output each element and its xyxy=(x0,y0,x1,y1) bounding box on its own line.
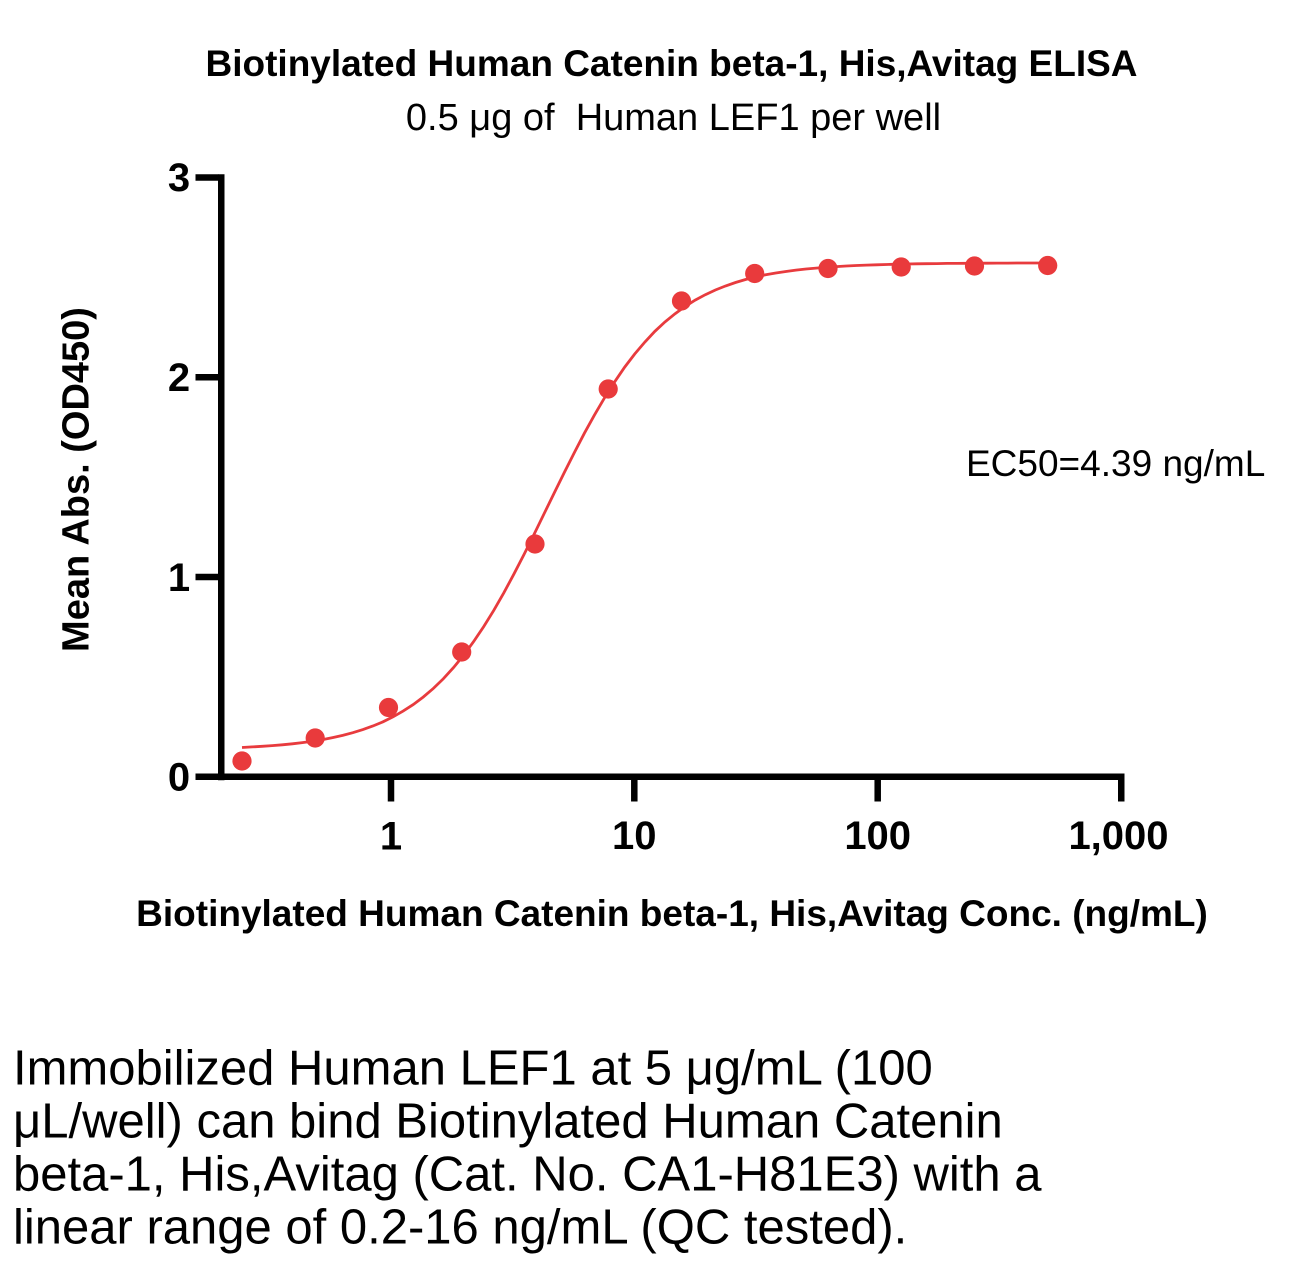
svg-text:1: 1 xyxy=(380,815,402,859)
svg-text:Mean Abs. (OD450): Mean Abs. (OD450) xyxy=(55,307,97,652)
svg-text:linear range of 0.2-16 ng/mL (: linear range of 0.2-16 ng/mL (QC tested)… xyxy=(13,1201,907,1255)
svg-text:Immobilized Human LEF1 at 5 μg: Immobilized Human LEF1 at 5 μg/mL (100 xyxy=(13,1042,933,1096)
svg-text:2: 2 xyxy=(168,356,190,400)
svg-text:1,000: 1,000 xyxy=(1068,814,1168,858)
svg-text:1: 1 xyxy=(168,556,190,600)
svg-text:Biotinylated Human Catenin bet: Biotinylated Human Catenin beta-1, His,A… xyxy=(136,893,1208,934)
svg-text:3: 3 xyxy=(168,156,190,200)
svg-text:0.5 μg of Human LEF1 per well: 0.5 μg of Human LEF1 per well xyxy=(406,97,941,139)
svg-text:μL/well) can bind Biotinylated: μL/well) can bind Biotinylated Human Cat… xyxy=(13,1095,1003,1149)
svg-text:Biotinylated Human Catenin bet: Biotinylated Human Catenin beta-1, His,A… xyxy=(206,43,1138,84)
svg-text:beta-1, His,Avitag (Cat. No. C: beta-1, His,Avitag (Cat. No. CA1-H81E3) … xyxy=(13,1148,1042,1202)
svg-text:10: 10 xyxy=(612,814,657,858)
svg-text:0: 0 xyxy=(168,756,190,800)
svg-text:100: 100 xyxy=(844,814,911,858)
svg-text:EC50=4.39 ng/mL: EC50=4.39 ng/mL xyxy=(966,443,1265,484)
